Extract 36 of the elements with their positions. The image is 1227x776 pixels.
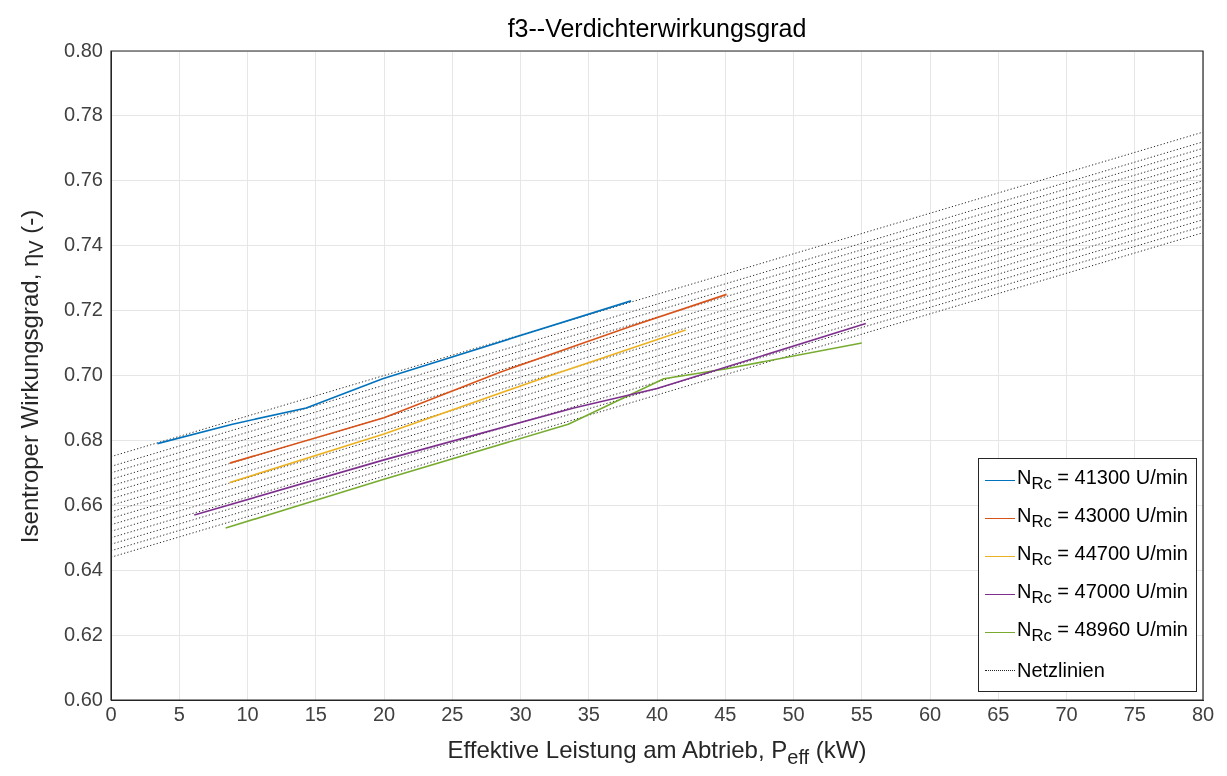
y-tick-label: 0.66 [64, 492, 103, 515]
y-tick-label: 0.78 [64, 103, 103, 126]
x-tick-label: 60 [918, 702, 942, 725]
y-tick-label: 0.60 [64, 687, 103, 710]
x-tick-label: 75 [1123, 702, 1146, 725]
x-tick-label: 50 [782, 702, 805, 725]
y-tick-label: 0.76 [64, 168, 103, 191]
x-axis-title: Effektive Leistung am Abtrieb, P$_{eff}$ (kW) [446, 736, 868, 769]
x-tick-label: 40 [645, 702, 669, 725]
x-tick-label: 5 [173, 702, 185, 725]
legend-label: N$_{Rc}$ = 48960 U/min [1016, 618, 1188, 646]
x-tick-label: 25 [441, 702, 464, 725]
x-tick-label: 55 [850, 702, 873, 725]
y-tick-label: 0.68 [64, 427, 103, 450]
x-tick-label: 45 [714, 702, 737, 725]
y-tick-label: 0.64 [64, 557, 103, 580]
x-tick-label: 80 [1191, 702, 1215, 725]
y-tick-label: 0.70 [64, 363, 103, 386]
x-tick-label: 30 [509, 702, 532, 725]
x-tick-label: 65 [987, 702, 1010, 725]
y-tick-label: 0.72 [64, 298, 103, 321]
x-tick-label: 70 [1055, 702, 1078, 725]
legend-label: Netzlinien [1016, 658, 1105, 682]
legend-label: N$_{Rc}$ = 44700 U/min [1016, 542, 1188, 570]
y-tick-label: 0.80 [64, 38, 103, 61]
legend-label: N$_{Rc}$ = 41300 U/min [1016, 466, 1188, 494]
y-tick-label: 0.62 [64, 622, 103, 645]
x-tick-label: 10 [236, 702, 259, 725]
y-tick-label: 0.74 [64, 233, 103, 256]
x-tick-label: 35 [577, 702, 600, 725]
x-tick-label: 0 [105, 702, 117, 725]
legend-label: N$_{Rc}$ = 43000 U/min [1016, 504, 1188, 532]
chart-title: f3--Verdichterwirkungsgrad [506, 14, 808, 43]
x-tick-label: 20 [372, 702, 396, 725]
x-tick-label: 15 [304, 702, 327, 725]
legend-label: N$_{Rc}$ = 47000 U/min [1016, 580, 1188, 608]
